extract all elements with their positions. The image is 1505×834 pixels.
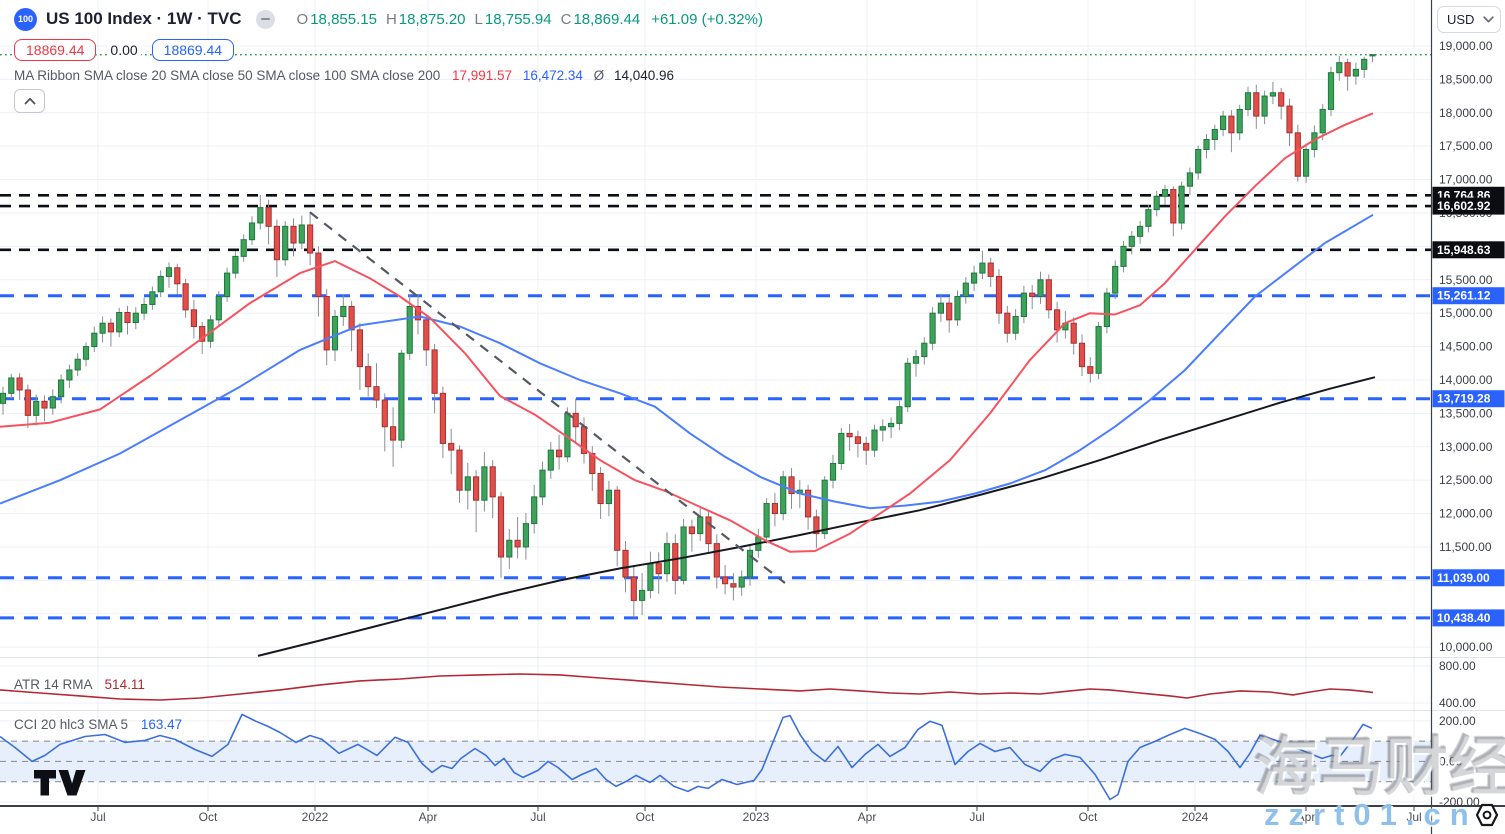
svg-text:18,000.00: 18,000.00 — [1439, 106, 1493, 120]
minus-circle-icon — [255, 9, 275, 29]
level-lines-layer — [0, 193, 1431, 620]
price-line-labels: 18869.44 0.00 18869.44 — [14, 39, 763, 61]
ohlc-values: O 18,855.15 H 18,875.20 L 18,755.94 C 18… — [297, 11, 763, 28]
price-level-badge — [1432, 390, 1505, 408]
svg-text:Oct: Oct — [199, 810, 218, 824]
chevron-down-icon — [1483, 16, 1494, 23]
ohlc-high-value: 18,875.20 — [398, 10, 466, 28]
svg-text:2024: 2024 — [1182, 810, 1209, 824]
svg-text:200.00: 200.00 — [1439, 714, 1476, 728]
svg-text:Apr: Apr — [858, 810, 877, 824]
svg-text:17,000.00: 17,000.00 — [1439, 173, 1493, 187]
svg-text:19,000.00: 19,000.00 — [1439, 39, 1493, 53]
svg-text:13,000.00: 13,000.00 — [1439, 440, 1493, 454]
ma-ribbon-sma100-value: 16,472.34 — [522, 68, 583, 83]
price-level-badge — [1432, 287, 1505, 305]
ma-overlays-layer — [0, 112, 1376, 657]
svg-text:800.00: 800.00 — [1439, 659, 1476, 673]
grid-layer — [0, 0, 1431, 806]
svg-text:Jul: Jul — [530, 810, 545, 824]
svg-text:-200.00: -200.00 — [1439, 795, 1480, 809]
cci-label: CCI 20 hlc3 SMA 5 — [14, 717, 129, 732]
svg-text:15,948.63: 15,948.63 — [1437, 243, 1491, 257]
ma-ribbon-sma20-value: 17,991.57 — [452, 68, 513, 83]
change-value: +61.09 (+0.32%) — [651, 10, 763, 28]
svg-text:400.00: 400.00 — [1439, 696, 1476, 710]
currency-selector[interactable]: USD — [1437, 6, 1501, 33]
svg-text:11,039.00: 11,039.00 — [1437, 571, 1490, 585]
symbol-title[interactable]: US 100 Index · 1W · TVC — [46, 9, 242, 28]
price-level-badge — [1432, 197, 1505, 215]
svg-text:15,500.00: 15,500.00 — [1439, 273, 1493, 287]
cci-series — [0, 713, 1373, 801]
sma200-line — [257, 376, 1376, 657]
atr-label: ATR 14 RMA — [14, 677, 92, 692]
svg-text:13,719.28: 13,719.28 — [1437, 392, 1491, 406]
svg-text:12,500.00: 12,500.00 — [1439, 473, 1493, 487]
ohlc-close-label: C — [560, 10, 572, 28]
cci-band-layer — [0, 740, 1431, 783]
svg-text:13,500.00: 13,500.00 — [1439, 406, 1493, 420]
gear-icon[interactable] — [1474, 803, 1500, 832]
ohlc-high-label: H — [385, 10, 397, 28]
symbol-logo-icon: 100 — [14, 7, 37, 31]
candles-layer — [0, 54, 1376, 618]
svg-text:15,000.00: 15,000.00 — [1439, 306, 1493, 320]
svg-text:10,000.00: 10,000.00 — [1439, 640, 1493, 654]
atr-indicator-legend[interactable]: ATR 14 RMA 514.11 — [14, 677, 145, 692]
time-axis[interactable]: Jul Oct 2022 Apr Jul Oct 2023 Apr Jul Oct 2024 Apr J… — [90, 810, 1421, 824]
price-label-blue: 18869.44 — [151, 39, 235, 61]
sma100-line — [0, 213, 1374, 510]
atr-series — [0, 673, 1374, 701]
svg-text:Oct: Oct — [636, 810, 655, 824]
svg-text:Apr: Apr — [1297, 810, 1316, 824]
price-level-badge — [1432, 609, 1505, 627]
ohlc-open-value: 18,855.15 — [310, 10, 377, 28]
chart-legend: 100 US 100 Index · 1W · TVC O 18,855.15 … — [14, 7, 763, 113]
ma-ribbon-legend[interactable]: MA Ribbon SMA close 20 SMA close 50 SMA … — [14, 68, 763, 83]
ohlc-low-label: L — [474, 10, 483, 28]
svg-text:Apr: Apr — [419, 810, 438, 824]
legend-collapse-button[interactable] — [14, 89, 45, 113]
price-level-badge — [1432, 569, 1505, 587]
svg-text:2022: 2022 — [302, 810, 329, 824]
cci-indicator-legend[interactable]: CCI 20 hlc3 SMA 5 163.47 — [14, 717, 182, 732]
svg-text:Oct: Oct — [1079, 810, 1098, 824]
svg-text:14,000.00: 14,000.00 — [1439, 373, 1493, 387]
ma-ribbon-sma200-value: 14,040.96 — [613, 68, 674, 83]
svg-text:0.00: 0.00 — [1439, 754, 1463, 768]
ohlc-low-value: 18,755.94 — [484, 10, 552, 28]
price-axis[interactable]: 19,000.00 18,500.00 18,000.00 17,500.00 17,0… — [1432, 39, 1505, 809]
ohlc-close-value: 18,869.44 — [573, 10, 641, 28]
cci-value: 163.47 — [140, 717, 183, 732]
ohlc-open-label: O — [296, 10, 309, 28]
svg-text:Jul: Jul — [969, 810, 984, 824]
svg-text:11,500.00: 11,500.00 — [1439, 540, 1492, 554]
svg-text:17,500.00: 17,500.00 — [1439, 139, 1493, 153]
svg-text:16,602.92: 16,602.92 — [1437, 199, 1491, 213]
svg-text:18,500.00: 18,500.00 — [1439, 72, 1493, 86]
svg-text:12,000.00: 12,000.00 — [1439, 507, 1493, 521]
ma-ribbon-label: MA Ribbon SMA close 20 SMA close 50 SMA … — [14, 68, 441, 83]
trendline-drawing[interactable] — [309, 211, 786, 584]
currency-label: USD — [1447, 12, 1475, 27]
tradingview-logo-icon[interactable] — [33, 769, 89, 802]
ma-ribbon-avg-symbol: Ø — [593, 68, 605, 83]
price-level-badge — [1432, 241, 1505, 259]
chevron-up-icon — [24, 97, 35, 105]
price-label-red: 18869.44 — [14, 39, 97, 61]
symbol-row: 100 US 100 Index · 1W · TVC O 18,855.15 … — [14, 7, 763, 31]
svg-text:14,500.00: 14,500.00 — [1439, 340, 1493, 354]
svg-text:Jul: Jul — [90, 810, 105, 824]
sma20-line — [0, 112, 1374, 553]
atr-value: 514.11 — [104, 677, 145, 692]
svg-text:10,438.40: 10,438.40 — [1437, 611, 1491, 625]
svg-text:15,261.12: 15,261.12 — [1437, 289, 1491, 303]
svg-text:Jul: Jul — [1406, 810, 1421, 824]
svg-text:2023: 2023 — [743, 810, 770, 824]
price-label-zero: 0.00 — [107, 40, 141, 60]
